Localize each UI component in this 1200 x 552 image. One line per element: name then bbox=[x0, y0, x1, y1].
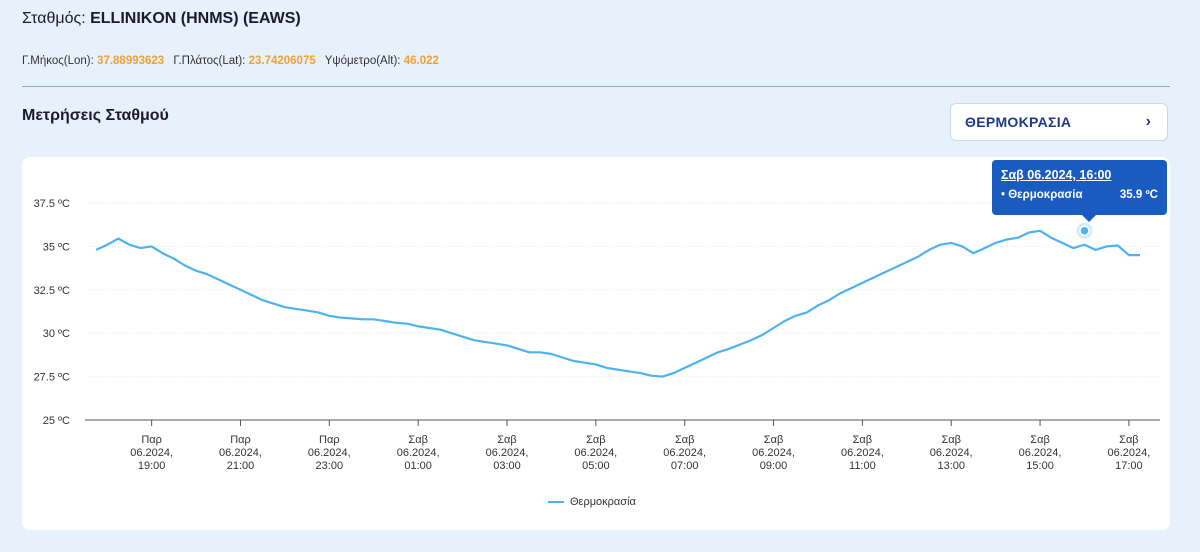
x-tick-label: Σαβ 06.2024, 09:00 bbox=[752, 434, 795, 472]
station-title: Σταθμός: ELLINIKON (HNMS) (EAWS) bbox=[22, 10, 301, 28]
measurement-select-button[interactable]: ΘΕΡΜΟΚΡΑΣΙΑ › bbox=[950, 103, 1168, 141]
chart-card bbox=[22, 157, 1170, 530]
alt-label: Υψόμετρο(Alt): bbox=[324, 55, 401, 67]
x-tick-label: Σαβ 06.2024, 05:00 bbox=[574, 434, 617, 472]
x-tick-label: Παρ 06.2024, 21:00 bbox=[219, 434, 262, 472]
x-tick-label: Σαβ 06.2024, 15:00 bbox=[1019, 434, 1062, 472]
lon-value: 37.88993623 bbox=[97, 55, 165, 67]
y-tick-label: 27.5 ºC bbox=[34, 372, 70, 384]
y-tick-label: 35 ºC bbox=[43, 241, 70, 253]
station-coordinates: Γ.Μήκος(Lon): 37.88993623 Γ.Πλάτος(Lat):… bbox=[22, 55, 445, 67]
tooltip-value: 35.9 ºC bbox=[1119, 189, 1158, 201]
x-tick-label: Σαβ 06.2024, 17:00 bbox=[1107, 434, 1150, 472]
divider bbox=[22, 86, 1170, 87]
station-name: ELLINIKON (HNMS) (EAWS) bbox=[90, 10, 301, 27]
chart-legend[interactable]: Θερμοκρασία bbox=[548, 496, 636, 508]
x-tick-label: Σαβ 06.2024, 03:00 bbox=[486, 434, 529, 472]
chevron-right-icon: › bbox=[1145, 113, 1151, 130]
lon-label: Γ.Μήκος(Lon): bbox=[22, 55, 94, 67]
series-line-temperature bbox=[95, 229, 1140, 378]
measurement-select-label: ΘΕΡΜΟΚΡΑΣΙΑ bbox=[965, 114, 1072, 130]
legend-label: Θερμοκρασία bbox=[570, 496, 636, 508]
lat-label: Γ.Πλάτος(Lat): bbox=[173, 55, 246, 67]
lat-value: 23.74206075 bbox=[248, 55, 316, 67]
x-tick-label: Παρ 06.2024, 19:00 bbox=[130, 434, 173, 472]
chart-tooltip: Σαβ 06.2024, 16:00 • Θερμοκρασία 35.9 ºC bbox=[992, 160, 1167, 222]
y-tick-label: 37.5 ºC bbox=[34, 198, 70, 210]
x-tick-label: Σαβ 06.2024, 07:00 bbox=[663, 434, 706, 472]
y-tick-label: 25 ºC bbox=[43, 415, 70, 427]
x-tick-label: Παρ 06.2024, 23:00 bbox=[308, 434, 351, 472]
x-tick-label: Σαβ 06.2024, 01:00 bbox=[397, 434, 440, 472]
y-tick-label: 30 ºC bbox=[43, 328, 70, 340]
tooltip-series: • Θερμοκρασία bbox=[1001, 189, 1083, 201]
section-title: Μετρήσεις Σταθμού bbox=[22, 107, 169, 124]
y-tick-label: 32.5 ºC bbox=[34, 285, 70, 297]
legend-swatch bbox=[548, 501, 564, 503]
alt-value: 46.022 bbox=[403, 55, 439, 67]
x-tick-label: Σαβ 06.2024, 11:00 bbox=[841, 434, 884, 472]
tooltip-date: Σαβ 06.2024, 16:00 bbox=[1001, 168, 1112, 182]
station-label: Σταθμός: bbox=[22, 10, 86, 27]
x-tick-label: Σαβ 06.2024, 13:00 bbox=[930, 434, 973, 472]
highlight-point bbox=[1079, 225, 1090, 237]
